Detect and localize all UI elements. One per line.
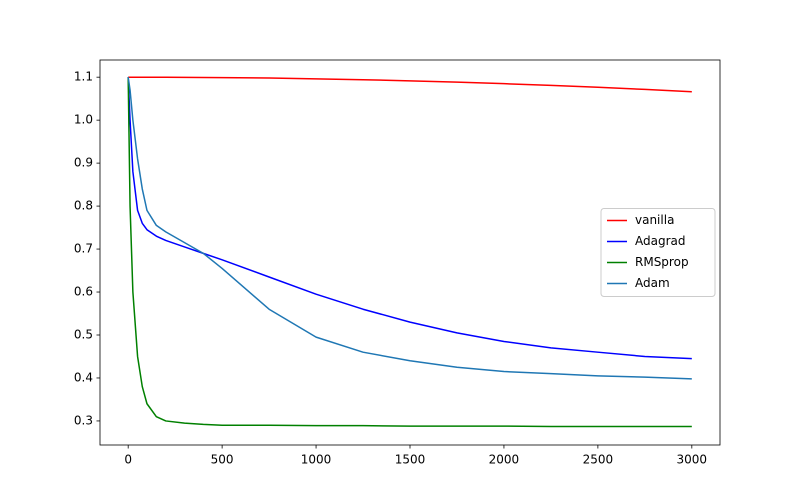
legend-label: Adagrad <box>635 234 686 248</box>
x-tick-label: 1500 <box>395 453 426 467</box>
x-tick-label: 3000 <box>677 453 708 467</box>
x-tick-label: 2000 <box>489 453 520 467</box>
y-tick-label: 0.7 <box>74 242 93 256</box>
y-tick-label: 1.1 <box>74 70 93 84</box>
y-tick-label: 0.5 <box>74 328 93 342</box>
y-tick-label: 0.3 <box>74 413 93 427</box>
line-series <box>127 77 692 428</box>
x-tick-label: 2500 <box>583 453 614 467</box>
y-tick-label: 0.9 <box>74 156 93 170</box>
legend-label: vanilla <box>635 213 674 227</box>
legend-label: Adam <box>635 276 670 290</box>
legend: vanilla Adagrad RMSprop Adam <box>600 208 716 297</box>
legend-box <box>600 208 716 297</box>
line-series <box>127 77 692 380</box>
y-tick-label: 0.8 <box>74 199 93 213</box>
y-tick-label: 0.4 <box>74 370 93 384</box>
line-series <box>127 77 692 360</box>
x-tick-label: 1000 <box>301 453 332 467</box>
line-series <box>128 76 692 93</box>
y-tick-label: 0.6 <box>74 285 93 299</box>
y-tick-label: 1.0 <box>74 113 93 127</box>
x-tick-label: 500 <box>211 453 234 467</box>
axes-frame <box>99 59 721 446</box>
x-tick-label: 0 <box>124 453 132 467</box>
legend-label: RMSprop <box>635 255 689 269</box>
